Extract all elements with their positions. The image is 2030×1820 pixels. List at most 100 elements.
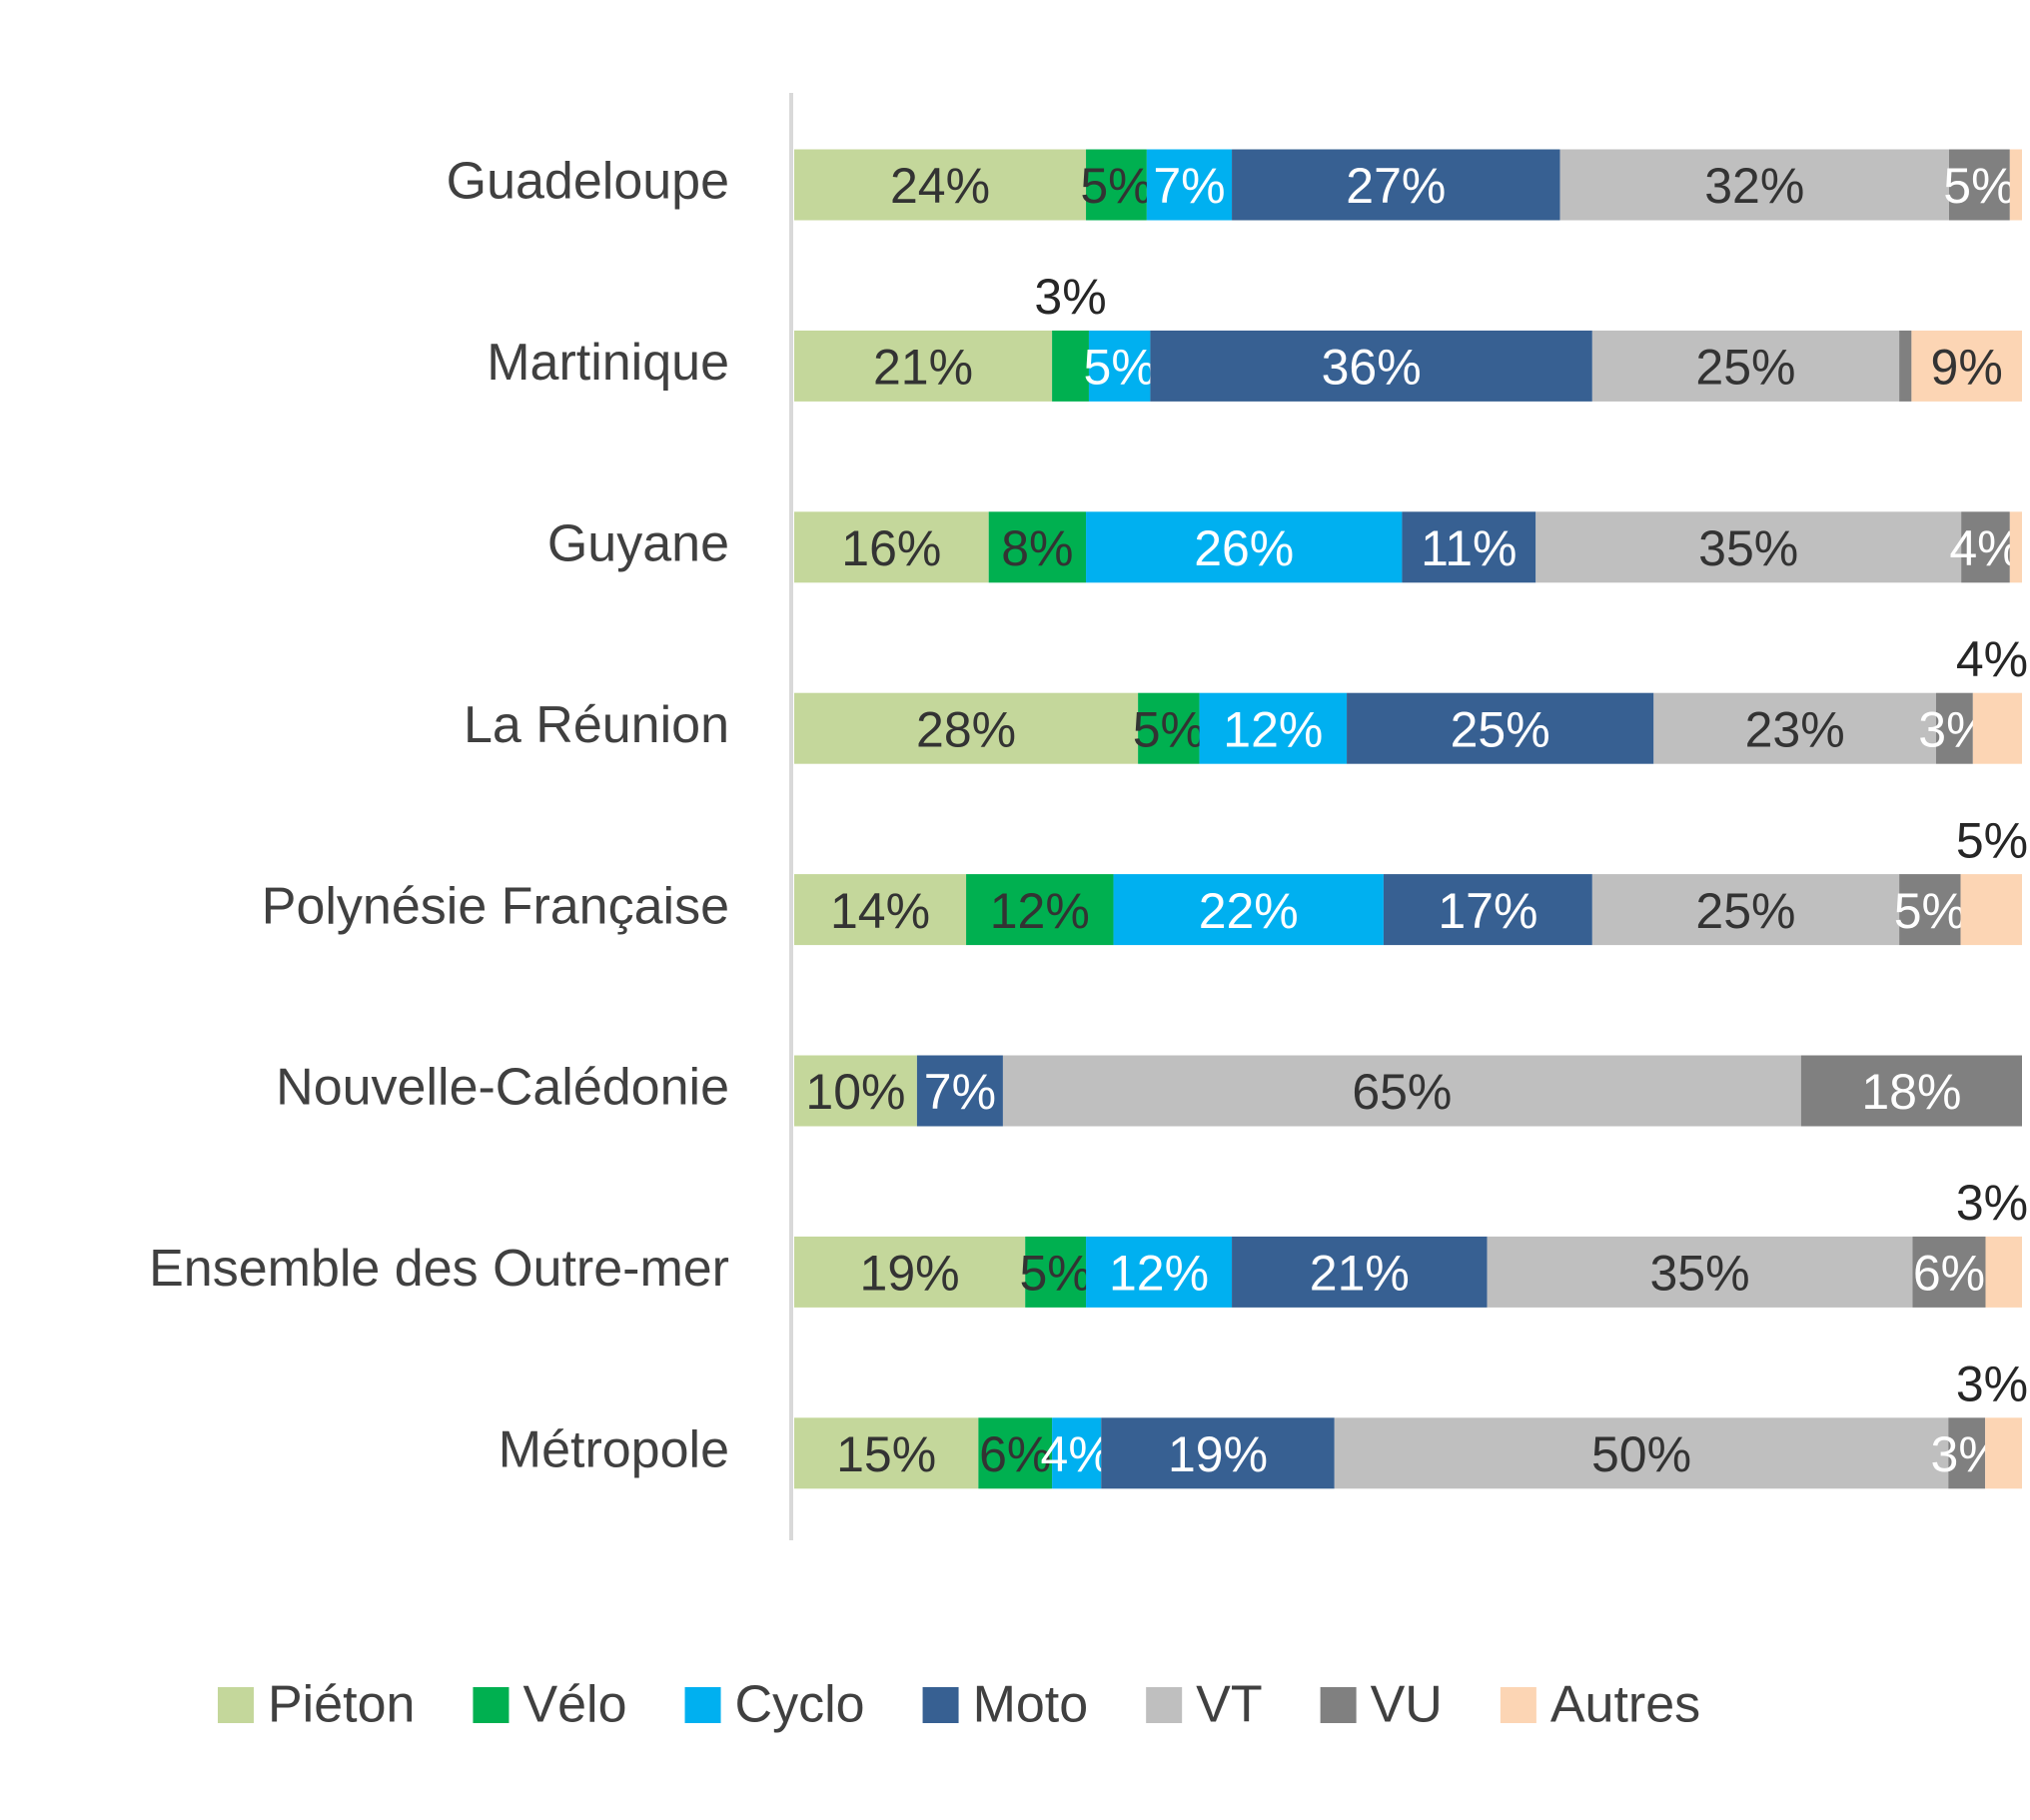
bar-segment xyxy=(966,874,1114,946)
data-label: 14% xyxy=(830,883,930,939)
bar-segment xyxy=(1146,149,1233,221)
data-label: 5% xyxy=(1084,340,1156,396)
category-label: La Réunion xyxy=(464,696,729,754)
bar-segment xyxy=(1591,330,1900,402)
bar-segment xyxy=(794,149,1087,221)
legend-label: Piéton xyxy=(268,1676,415,1734)
data-label: 21% xyxy=(873,340,973,396)
data-label: 6% xyxy=(1913,1246,1985,1302)
bar-segment xyxy=(1591,874,1900,946)
data-label: 5% xyxy=(1080,158,1152,214)
bar-segment xyxy=(1800,1055,2022,1127)
data-label: 8% xyxy=(1001,520,1073,576)
bar-segment xyxy=(988,511,1087,583)
category-label: Guyane xyxy=(547,515,729,573)
bar-segment xyxy=(1402,511,1536,583)
legend-swatch xyxy=(1146,1687,1183,1723)
bar-segment xyxy=(1101,1417,1335,1489)
bar-segment xyxy=(1088,330,1151,402)
bar-segment xyxy=(1559,149,1949,221)
bar-segment xyxy=(1334,1417,1949,1489)
category-label: Nouvelle-Calédonie xyxy=(276,1059,729,1117)
data-label: 5% xyxy=(1943,158,2015,214)
bar-segment xyxy=(1232,149,1560,221)
data-label: 9% xyxy=(1931,340,2003,396)
data-label: 35% xyxy=(1650,1246,1750,1302)
bar-segment xyxy=(794,511,989,583)
data-label: 4% xyxy=(1956,631,2028,687)
data-label: 12% xyxy=(1109,1246,1209,1302)
bar-segment xyxy=(1948,1417,1986,1489)
data-label: 15% xyxy=(836,1426,936,1482)
bar-segment xyxy=(1487,1236,1913,1308)
legend-swatch xyxy=(473,1687,509,1723)
bar-segment xyxy=(1935,692,1973,764)
legend-swatch xyxy=(1500,1687,1536,1723)
category-label: Ensemble des Outre-mer xyxy=(149,1240,729,1298)
bar-segment xyxy=(1002,1055,1801,1127)
bar-segment xyxy=(1911,330,2022,402)
bar-segment xyxy=(1961,511,2010,583)
data-label: 24% xyxy=(890,158,990,214)
data-label: 26% xyxy=(1194,520,1294,576)
data-label: 16% xyxy=(841,520,941,576)
bar-segment xyxy=(1912,1236,1986,1308)
bar-segment xyxy=(1052,330,1089,402)
legend-swatch xyxy=(1320,1687,1357,1723)
bar-segment xyxy=(1025,1236,1087,1308)
legend-swatch xyxy=(684,1687,721,1723)
data-label: 28% xyxy=(916,701,1016,757)
data-label: 35% xyxy=(1698,520,1798,576)
data-label: 4% xyxy=(1041,1426,1113,1482)
category-label: Métropole xyxy=(499,1421,729,1479)
bar-segment xyxy=(794,692,1139,764)
data-label: 5% xyxy=(1894,883,1966,939)
data-label: 21% xyxy=(1310,1246,1410,1302)
bar-segment xyxy=(794,874,967,946)
data-label: 50% xyxy=(1591,1426,1691,1482)
data-label: 4% xyxy=(1949,520,2021,576)
data-label: 25% xyxy=(1695,883,1795,939)
bar-segment xyxy=(2009,511,2022,583)
bar-segment xyxy=(2009,149,2022,221)
bar-segment xyxy=(794,1055,917,1127)
data-label: 12% xyxy=(990,883,1090,939)
bar-segment xyxy=(1653,692,1936,764)
legend-swatch xyxy=(218,1687,254,1723)
data-label: 65% xyxy=(1352,1064,1452,1120)
bar-segment xyxy=(1150,330,1592,402)
legend-label: Cyclo xyxy=(735,1676,865,1734)
bar-segment xyxy=(794,330,1053,402)
legend-label: VT xyxy=(1196,1676,1262,1734)
legend-label: VU xyxy=(1371,1676,1443,1734)
category-label: Polynésie Française xyxy=(262,877,729,935)
bar-segment xyxy=(1948,149,2010,221)
data-label: 23% xyxy=(1745,701,1845,757)
data-label: 32% xyxy=(1704,158,1804,214)
data-label: 19% xyxy=(860,1246,960,1302)
data-label: 12% xyxy=(1223,701,1323,757)
data-label: 5% xyxy=(1019,1246,1091,1302)
data-label: 3% xyxy=(1956,1357,2028,1412)
data-label: 17% xyxy=(1438,883,1537,939)
bar-segment xyxy=(1086,511,1403,583)
bar-segment xyxy=(1052,1417,1102,1489)
data-label: 3% xyxy=(1034,269,1106,325)
bar-segment xyxy=(1138,692,1200,764)
bar-segment xyxy=(1199,692,1348,764)
bar-segment xyxy=(1347,692,1654,764)
data-label: 18% xyxy=(1861,1064,1961,1120)
data-label: 36% xyxy=(1322,340,1422,396)
bar-segment xyxy=(1972,692,2022,764)
bar-segment xyxy=(1232,1236,1488,1308)
legend-label: Moto xyxy=(973,1676,1089,1734)
bar-segment xyxy=(1899,874,1961,946)
data-label: 27% xyxy=(1346,158,1446,214)
data-label: 7% xyxy=(1153,158,1225,214)
bar-segment xyxy=(978,1417,1053,1489)
category-label: Martinique xyxy=(487,334,729,392)
data-label: 5% xyxy=(1956,812,2028,868)
data-label: 7% xyxy=(924,1064,996,1120)
legend-label: Autres xyxy=(1550,1676,1700,1734)
legend-label: Vélo xyxy=(522,1676,626,1734)
